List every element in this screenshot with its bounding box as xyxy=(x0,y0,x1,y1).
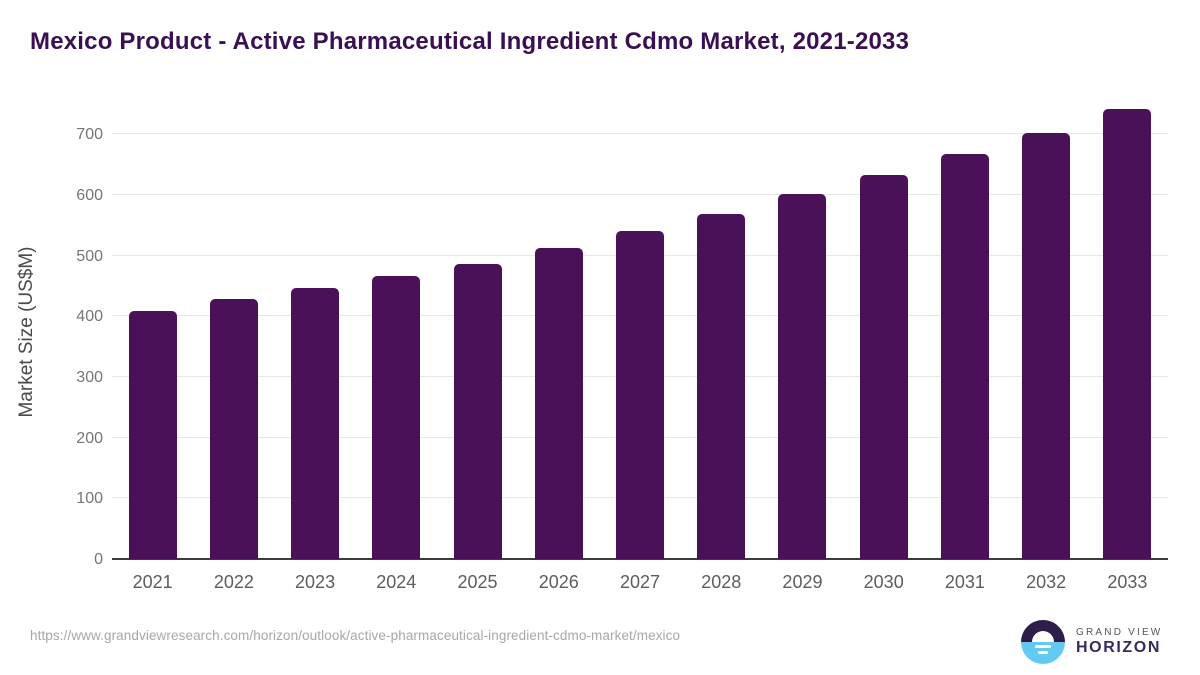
y-tick-label-300: 300 xyxy=(76,369,103,386)
bar-2024 xyxy=(372,275,421,559)
bar-2022 xyxy=(209,299,258,559)
chart-title: Mexico Product - Active Pharmaceutical I… xyxy=(30,28,910,55)
gridline-700 xyxy=(112,133,1168,135)
bar-2031 xyxy=(940,153,989,559)
bar-2029 xyxy=(778,194,827,559)
x-tick-label-2023: 2023 xyxy=(295,572,336,592)
x-tick-label-2021: 2021 xyxy=(132,572,173,592)
brand-logo-text: GRAND VIEW HORIZON xyxy=(1076,627,1162,657)
x-tick-label-2026: 2026 xyxy=(538,572,579,592)
bar-2032 xyxy=(1022,133,1071,559)
x-tick-label-2032: 2032 xyxy=(1026,572,1067,592)
bar-2026 xyxy=(534,247,583,559)
gridline-600 xyxy=(112,194,1168,195)
brand-name-bottom: HORIZON xyxy=(1076,638,1161,656)
bar-2033 xyxy=(1103,108,1152,559)
x-axis-baseline xyxy=(112,558,1168,560)
bar-2025 xyxy=(453,264,502,559)
y-tick-label-400: 400 xyxy=(76,308,103,326)
logo-sun-shape xyxy=(1032,631,1054,642)
logo-ripple-line xyxy=(1038,651,1048,654)
bar-2021 xyxy=(128,311,177,559)
x-tick-label-2028: 2028 xyxy=(701,572,742,592)
x-tick-label-2022: 2022 xyxy=(213,572,254,592)
sunrise-horizon-icon xyxy=(1021,620,1065,664)
brand-name-top: GRAND VIEW xyxy=(1076,627,1163,639)
source-url: https://www.grandviewresearch.com/horizo… xyxy=(30,628,681,643)
bar-2023 xyxy=(291,288,340,559)
x-tick-label-2030: 2030 xyxy=(863,572,904,592)
plot-area: 0 100 200 300 400 500 600 700 2021 2022 2023 2024 20… xyxy=(76,104,1168,592)
y-tick-label-200: 200 xyxy=(76,429,103,447)
y-tick-label-100: 100 xyxy=(76,490,103,508)
bar-2027 xyxy=(616,231,664,559)
x-tick-label-2031: 2031 xyxy=(944,572,985,592)
x-tick-label-2024: 2024 xyxy=(376,572,417,592)
y-tick-label-700: 700 xyxy=(76,126,103,144)
bar-2030 xyxy=(859,174,908,559)
x-tick-label-2033: 2033 xyxy=(1107,572,1148,592)
brand-logo: GRAND VIEW HORIZON xyxy=(1021,620,1162,664)
x-tick-label-2025: 2025 xyxy=(457,572,498,592)
y-tick-label-0: 0 xyxy=(94,551,103,568)
y-tick-label-600: 600 xyxy=(76,187,103,204)
x-tick-label-2027: 2027 xyxy=(619,572,661,592)
logo-ripple-line xyxy=(1035,645,1051,648)
x-tick-label-2029: 2029 xyxy=(782,572,823,592)
y-tick-label-500: 500 xyxy=(76,247,103,265)
bar-2028 xyxy=(697,213,746,559)
